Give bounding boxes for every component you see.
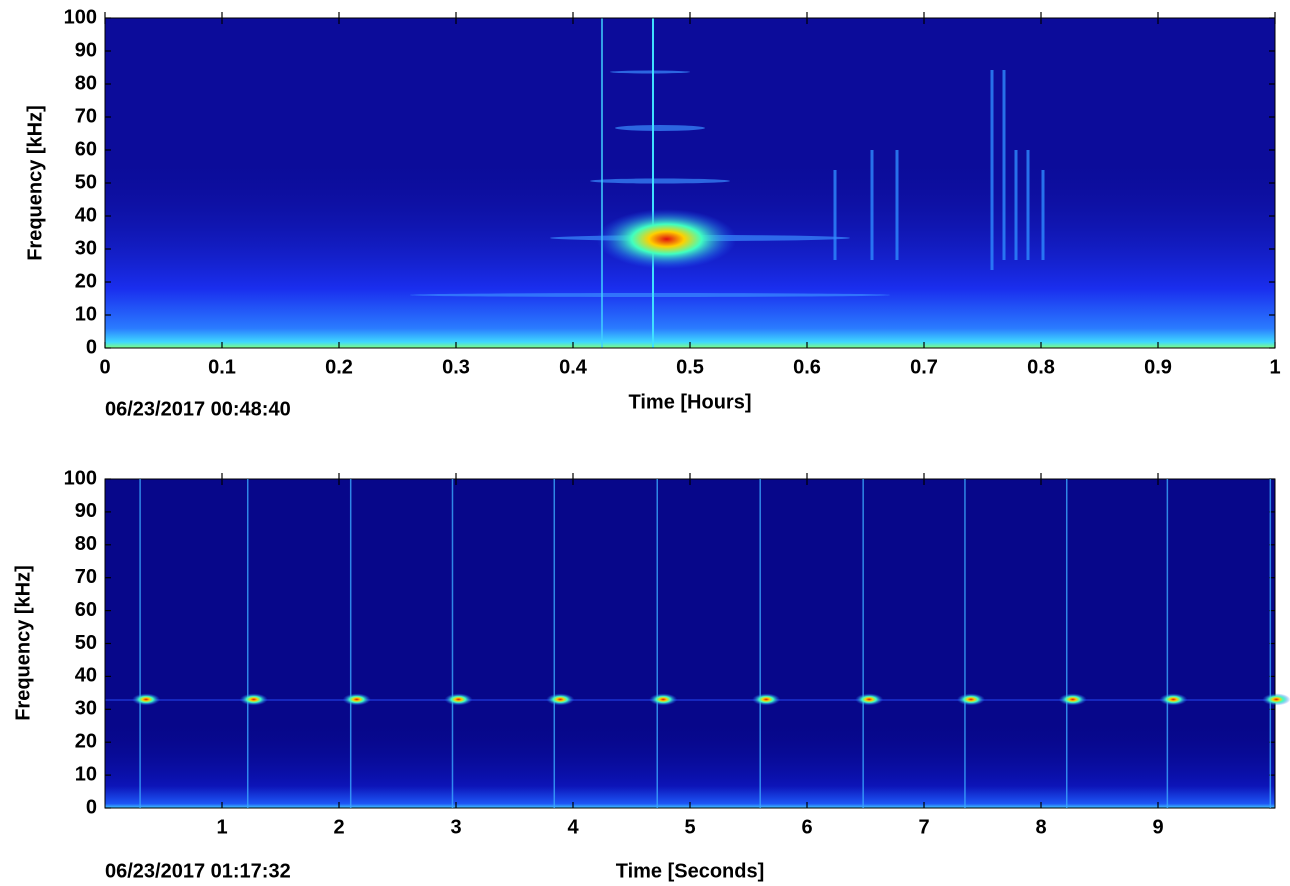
y-tick-label: 50 — [75, 171, 97, 193]
x-axis-label: Time [Seconds] — [616, 860, 765, 882]
x-tick-label: 0.5 — [676, 356, 704, 378]
x-tick-label: 5 — [684, 816, 695, 838]
x-tick-label: 1 — [1269, 356, 1280, 378]
energy-peak — [444, 693, 473, 706]
y-tick-label: 90 — [75, 39, 97, 61]
y-tick-label: 10 — [75, 763, 97, 785]
energy-peak — [1058, 693, 1087, 706]
x-tick-label: 0.6 — [793, 356, 821, 378]
noise-floor — [105, 720, 1275, 808]
y-tick-label: 40 — [75, 204, 97, 226]
energy-peak — [752, 693, 781, 706]
y-tick-label: 70 — [75, 566, 97, 588]
y-tick-label: 40 — [75, 665, 97, 687]
energy-peak — [596, 209, 737, 270]
energy-peak — [1262, 693, 1290, 706]
x-tick-label: 0.3 — [442, 356, 470, 378]
x-tick-label: 2 — [333, 816, 344, 838]
energy-peak — [1159, 693, 1188, 706]
y-tick-label: 80 — [75, 533, 97, 555]
x-tick-label: 0.9 — [1144, 356, 1172, 378]
energy-peak — [546, 693, 575, 706]
y-axis-label: Frequency [kHz] — [24, 105, 46, 261]
y-tick-label: 60 — [75, 599, 97, 621]
x-tick-label: 4 — [567, 816, 579, 838]
x-tick-label: 0.7 — [910, 356, 938, 378]
x-tick-label: 0.2 — [325, 356, 353, 378]
streaks — [833, 70, 1045, 270]
x-tick-label: 6 — [801, 816, 812, 838]
energy-peak — [649, 693, 678, 706]
x-tick-label: 0 — [99, 356, 110, 378]
x-tick-label: 7 — [918, 816, 929, 838]
x-axis-label: Time [Hours] — [629, 391, 752, 413]
x-tick-label: 0.4 — [559, 356, 588, 378]
y-tick-label: 20 — [75, 730, 97, 752]
y-tick-label: 60 — [75, 138, 97, 160]
y-tick-label: 30 — [75, 237, 97, 259]
x-tick-label: 0.1 — [208, 356, 236, 378]
y-tick-label: 90 — [75, 500, 97, 522]
energy-peak — [239, 693, 268, 706]
y-tick-label: 100 — [64, 467, 97, 489]
x-tick-label: 3 — [450, 816, 461, 838]
y-tick-label: 0 — [86, 796, 97, 818]
y-tick-label: 30 — [75, 698, 97, 720]
energy-peak — [855, 693, 884, 706]
y-tick-label: 100 — [64, 6, 97, 28]
y-axis-label: Frequency [kHz] — [12, 565, 34, 721]
x-tick-label: 8 — [1035, 816, 1046, 838]
y-tick-label: 20 — [75, 270, 97, 292]
energy-peak — [342, 693, 371, 706]
timestamp: 06/23/2017 01:17:32 — [105, 860, 291, 882]
energy-peak — [132, 693, 161, 706]
energy-peak — [956, 693, 985, 706]
y-tick-label: 0 — [86, 336, 97, 358]
x-tick-label: 9 — [1152, 816, 1163, 838]
y-tick-label: 70 — [75, 105, 97, 127]
x-tick-label: 0.8 — [1027, 356, 1055, 378]
y-tick-label: 50 — [75, 632, 97, 654]
y-tick-label: 80 — [75, 72, 97, 94]
timestamp: 06/23/2017 00:48:40 — [105, 398, 291, 420]
y-tick-label: 10 — [75, 303, 97, 325]
x-tick-label: 1 — [216, 816, 227, 838]
